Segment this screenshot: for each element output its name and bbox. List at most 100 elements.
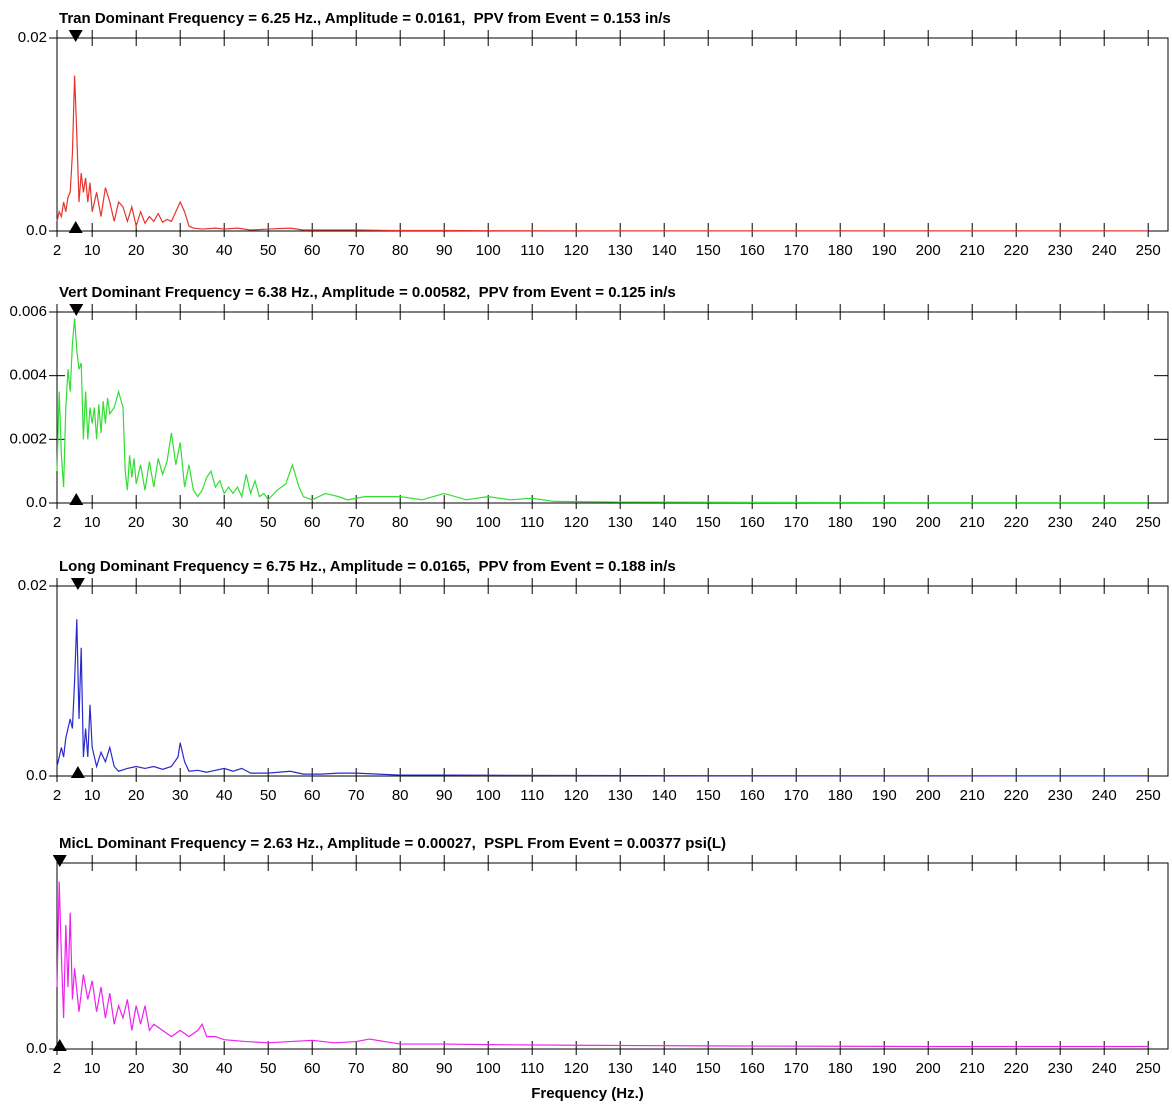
x-tick-label: 80	[392, 1060, 409, 1077]
x-tick-label: 170	[784, 787, 809, 804]
x-tick-label: 50	[260, 787, 277, 804]
x-tick-label: 70	[348, 1060, 365, 1077]
x-tick-label: 70	[348, 514, 365, 531]
x-tick-label: 210	[960, 787, 985, 804]
x-tick-label: 160	[740, 787, 765, 804]
dominant-marker	[52, 1039, 67, 1051]
plot-frame	[56, 37, 1169, 232]
x-tick-label: 90	[436, 787, 453, 804]
x-tick-label: 70	[348, 242, 365, 259]
x-tick-label: 230	[1048, 514, 1073, 531]
x-tick-label: 100	[476, 242, 501, 259]
x-tick-label: 200	[916, 1060, 941, 1077]
x-tick-label: 110	[520, 787, 544, 804]
x-tick-label: 80	[392, 514, 409, 531]
y-tick-label: 0.02	[18, 29, 47, 46]
x-tick-label: 90	[436, 514, 453, 531]
x-tick-label: 220	[1004, 787, 1029, 804]
x-tick-label: 130	[608, 787, 633, 804]
x-tick-label: 100	[476, 514, 501, 531]
x-tick-label: 140	[652, 242, 677, 259]
x-tick-label: 60	[304, 242, 321, 259]
x-tick-label: 240	[1092, 514, 1117, 531]
x-tick-label: 160	[740, 514, 765, 531]
plot-frame	[56, 585, 1169, 777]
y-tick-label: 0.004	[9, 367, 47, 384]
y-tick-label: 0.002	[9, 430, 47, 447]
dominant-marker	[68, 221, 83, 233]
x-tick-label: 10	[84, 1060, 101, 1077]
x-tick-label: 10	[84, 514, 101, 531]
x-tick-label: 150	[696, 1060, 721, 1077]
panel-title: MicL Dominant Frequency = 2.63 Hz., Ampl…	[59, 835, 726, 852]
x-tick-label: 30	[172, 787, 189, 804]
y-tick-label: 0.0	[26, 1040, 47, 1057]
x-tick-label: 80	[392, 242, 409, 259]
x-tick-label: 40	[216, 787, 233, 804]
x-tick-label: 240	[1092, 787, 1117, 804]
x-tick-label: 190	[872, 514, 897, 531]
x-tick-label: 230	[1048, 242, 1073, 259]
x-tick-label: 30	[172, 1060, 189, 1077]
x-tick-label: 150	[696, 787, 721, 804]
x-tick-label: 110	[520, 514, 544, 531]
x-tick-label: 30	[172, 514, 189, 531]
x-tick-label: 130	[608, 242, 633, 259]
x-tick-label: 140	[652, 787, 677, 804]
dominant-marker	[52, 855, 67, 867]
x-tick-label: 100	[476, 787, 501, 804]
x-tick-label: 90	[436, 242, 453, 259]
x-tick-label: 60	[304, 1060, 321, 1077]
spectrum-line	[56, 619, 1149, 777]
panel-title: Tran Dominant Frequency = 6.25 Hz., Ampl…	[59, 10, 671, 27]
x-tick-label: 130	[608, 514, 633, 531]
x-tick-label: 200	[916, 514, 941, 531]
dominant-marker	[69, 304, 84, 316]
x-tick-label: 240	[1092, 242, 1117, 259]
x-tick-label: 2	[53, 787, 61, 804]
x-tick-label: 130	[608, 1060, 633, 1077]
x-tick-label: 210	[960, 514, 985, 531]
x-tick-label: 240	[1092, 1060, 1117, 1077]
x-tick-label: 50	[260, 242, 277, 259]
x-tick-label: 110	[520, 1060, 544, 1077]
x-tick-label: 190	[872, 242, 897, 259]
plot-frame	[56, 862, 1169, 1050]
panel-title: Vert Dominant Frequency = 6.38 Hz., Ampl…	[59, 284, 676, 301]
dominant-marker	[68, 30, 83, 42]
x-tick-label: 20	[128, 787, 145, 804]
x-tick-label: 40	[216, 242, 233, 259]
x-tick-label: 20	[128, 1060, 145, 1077]
x-tick-label: 160	[740, 1060, 765, 1077]
x-tick-label: 2	[53, 514, 61, 531]
spectrum-line	[56, 75, 1149, 232]
spectrum-line	[56, 318, 1149, 504]
x-tick-label: 220	[1004, 514, 1029, 531]
x-tick-label: 120	[564, 514, 589, 531]
x-tick-label: 170	[784, 1060, 809, 1077]
dominant-marker	[70, 578, 85, 590]
x-tick-label: 200	[916, 242, 941, 259]
x-tick-label: 250	[1136, 1060, 1161, 1077]
x-tick-label: 20	[128, 242, 145, 259]
x-tick-label: 230	[1048, 787, 1073, 804]
plot-frame	[56, 311, 1169, 504]
x-tick-label: 220	[1004, 1060, 1029, 1077]
x-tick-label: 30	[172, 242, 189, 259]
x-tick-label: 180	[828, 242, 853, 259]
x-tick-label: 120	[564, 242, 589, 259]
x-tick-label: 250	[1136, 514, 1161, 531]
x-tick-label: 120	[564, 1060, 589, 1077]
x-tick-label: 2	[53, 1060, 61, 1077]
x-tick-label: 110	[520, 242, 544, 259]
x-axis-label: Frequency (Hz.)	[531, 1085, 644, 1102]
dominant-marker	[70, 766, 85, 778]
x-tick-label: 90	[436, 1060, 453, 1077]
x-tick-label: 40	[216, 514, 233, 531]
y-tick-label: 0.006	[9, 303, 47, 320]
x-tick-label: 170	[784, 242, 809, 259]
x-tick-label: 180	[828, 787, 853, 804]
panel-title: Long Dominant Frequency = 6.75 Hz., Ampl…	[59, 558, 676, 575]
x-tick-label: 210	[960, 1060, 985, 1077]
x-tick-label: 10	[84, 787, 101, 804]
